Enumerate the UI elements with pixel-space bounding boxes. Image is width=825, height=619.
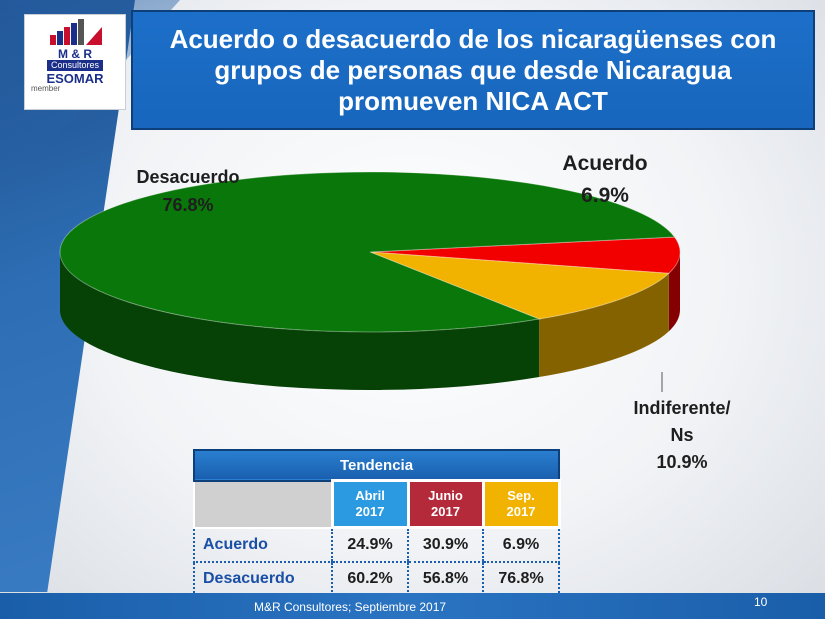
pie-side-1-0 <box>539 273 669 378</box>
page-number: 10 <box>754 595 768 609</box>
month-sep: Sep. 2017 <box>481 479 561 529</box>
cell-acuerdo-junio: 30.9% <box>407 527 483 563</box>
label-acuerdo-value: 6.9% <box>581 184 629 207</box>
logo-bars-icon <box>50 19 102 45</box>
title-banner: Acuerdo o desacuerdo de los nicaragüense… <box>131 10 815 130</box>
month-junio: Junio 2017 <box>406 479 485 529</box>
month-abril-line1: Abril <box>355 488 385 503</box>
slide-title: Acuerdo o desacuerdo de los nicaragüense… <box>169 23 777 116</box>
logo-esomar: ESOMAR <box>46 71 104 86</box>
footer-bar: M&R Consultores; Septiembre 2017 10 <box>0 593 825 619</box>
month-abril-line2: 2017 <box>355 504 385 519</box>
pie-slice-2 <box>59 171 676 333</box>
logo-sub: Consultores <box>46 60 104 71</box>
label-indiferente-name1: Indiferente/ <box>633 398 731 418</box>
pie-chart <box>59 171 681 392</box>
pie-slice-1 <box>369 251 670 320</box>
logo-member: member <box>31 84 61 93</box>
cell-desacuerdo-sep: 76.8% <box>481 562 561 597</box>
pie-side-0-0 <box>668 252 680 332</box>
row-label-acuerdo: Acuerdo <box>193 527 332 563</box>
logo-brand: M & R <box>58 47 92 61</box>
month-junio-line2: 2017 <box>431 504 460 519</box>
cell-desacuerdo-junio: 56.8% <box>407 562 483 597</box>
month-abril: Abril 2017 <box>330 479 410 529</box>
table-row: Desacuerdo 60.2% 56.8% 76.8% <box>193 562 561 597</box>
label-desacuerdo: Desacuerdo 76.8% <box>118 163 258 219</box>
cell-acuerdo-abril: 24.9% <box>331 527 408 563</box>
label-desacuerdo-name: Desacuerdo <box>136 167 240 187</box>
label-indiferente-name2: Ns <box>670 425 694 445</box>
month-junio-line1: Junio <box>428 488 463 503</box>
label-desacuerdo-value: 76.8% <box>162 195 214 215</box>
mr-logo: M & R Consultores ESOMAR member <box>24 14 126 110</box>
pie-side-2-0 <box>60 252 540 390</box>
label-indiferente: Indiferente/ Ns 10.9% <box>612 395 752 476</box>
label-indiferente-value: 10.9% <box>656 452 708 472</box>
trend-table: Tendencia Abril 2017 Junio 2017 Sep. 201… <box>192 449 561 597</box>
trend-header-row: Tendencia <box>192 449 561 482</box>
footer-source: M&R Consultores; Septiembre 2017 <box>253 600 447 614</box>
cell-desacuerdo-abril: 60.2% <box>331 562 408 597</box>
label-acuerdo: Acuerdo 6.9% <box>535 148 675 212</box>
row-label-desacuerdo: Desacuerdo <box>193 562 332 597</box>
trend-title: Tendencia <box>192 449 561 482</box>
trend-blank-cell <box>193 479 333 529</box>
label-acuerdo-name: Acuerdo <box>562 152 648 175</box>
month-sep-line1: Sep. <box>507 488 535 503</box>
table-row: Acuerdo 24.9% 30.9% 6.9% <box>193 527 561 563</box>
month-sep-line2: 2017 <box>506 504 536 519</box>
pie-slice-0 <box>369 236 681 274</box>
cell-acuerdo-sep: 6.9% <box>481 527 561 563</box>
trend-months-row: Abril 2017 Junio 2017 Sep. 2017 <box>193 479 561 529</box>
